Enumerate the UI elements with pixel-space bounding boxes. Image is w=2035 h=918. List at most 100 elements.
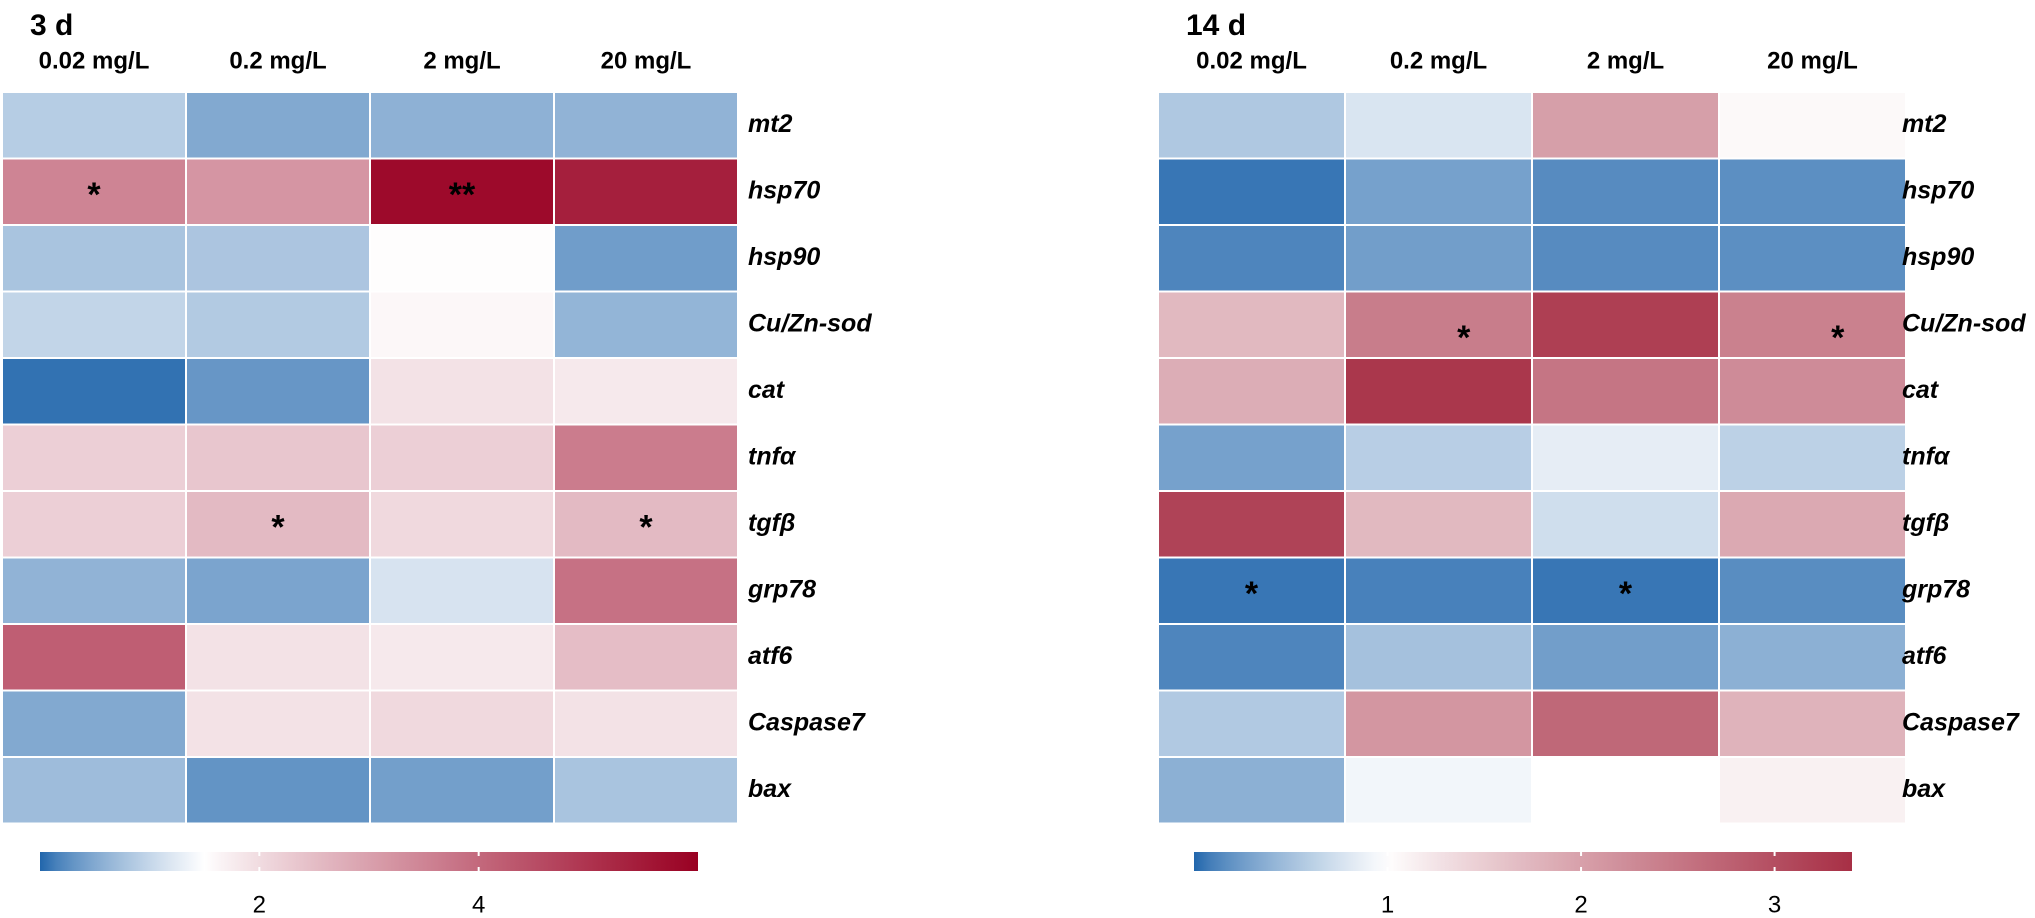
column-label: 0.2 mg/L [1390, 47, 1487, 74]
heatmap-cell-grp78-2 [1344, 556, 1533, 625]
colorbar-tick-label: 3 [1768, 891, 1781, 918]
row-label-bax: bax [748, 775, 792, 803]
heatmap-cell-cu-zn-sod-3 [369, 290, 555, 359]
heatmap-cell-hsp70-2 [1344, 157, 1533, 226]
colorbar-tick-label: 2 [253, 891, 266, 918]
heatmap-cell-atf6-4 [553, 623, 739, 692]
row-label-grp78: grp78 [1901, 575, 1970, 603]
heatmap-cell-caspase7-4 [1718, 689, 1907, 758]
row-label-atf6: atf6 [748, 642, 794, 670]
heatmap-cell-tgfβ-3 [369, 490, 555, 559]
row-label-tgfβ: tgfβ [1902, 509, 1949, 537]
heatmap-cell-hsp70-3 [369, 157, 555, 226]
row-label-grp78: grp78 [747, 575, 816, 603]
heatmap-cell-caspase7-3 [369, 689, 555, 758]
column-label: 20 mg/L [1767, 47, 1858, 74]
heatmap-cell-hsp90-1 [1, 224, 187, 293]
heatmap-cell-cat-4 [1718, 357, 1907, 426]
heatmap-cell-hsp70-4 [553, 157, 739, 226]
heatmap-cell-tgfβ-1 [1157, 490, 1346, 559]
row-label-mt2: mt2 [1902, 110, 1947, 138]
heatmap-cell-cu-zn-sod-4 [1718, 290, 1907, 359]
heatmap-cell-mt2-1 [1157, 91, 1346, 160]
heatmap-cell-atf6-2 [185, 623, 371, 692]
row-label-hsp70: hsp70 [748, 176, 820, 204]
heatmap-cell-cu-zn-sod-2 [1344, 290, 1533, 359]
heatmap-cell-hsp90-4 [553, 224, 739, 293]
heatmap-cell-mt2-2 [185, 91, 371, 160]
row-label-tnfα: tnfα [748, 442, 797, 470]
column-label: 2 mg/L [1587, 47, 1664, 74]
row-label-tnfα: tnfα [1902, 442, 1951, 470]
row-label-hsp70: hsp70 [1902, 176, 1974, 204]
row-label-cat: cat [1902, 376, 1940, 404]
significance-marker: * [1245, 575, 1259, 613]
heatmap-cell-tnfα-3 [369, 423, 555, 492]
column-label: 2 mg/L [423, 47, 500, 74]
panel-title: 3 d [30, 9, 73, 42]
heatmap-cell-bax-4 [553, 756, 739, 825]
heatmap-cell-mt2-4 [1718, 91, 1907, 160]
row-label-caspase7: Caspase7 [748, 708, 866, 736]
heatmap-cell-caspase7-2 [1344, 689, 1533, 758]
heatmap-cell-caspase7-1 [1, 689, 187, 758]
heatmap-cell-mt2-4 [553, 91, 739, 160]
heatmap-cell-cat-3 [369, 357, 555, 426]
heatmap-cell-tgfβ-2 [185, 490, 371, 559]
row-label-cu-zn-sod: Cu/Zn-sod [1902, 309, 2026, 337]
heatmap-cell-atf6-4 [1718, 623, 1907, 692]
heatmap-cell-hsp90-4 [1718, 224, 1907, 293]
row-label-atf6: atf6 [1902, 642, 1948, 670]
heatmap-cell-tnfα-1 [1157, 423, 1346, 492]
heatmap-cell-grp78-4 [553, 556, 739, 625]
heatmap-cell-grp78-3 [1531, 556, 1720, 625]
heatmap-cell-tnfα-1 [1, 423, 187, 492]
heatmap-cell-atf6-3 [369, 623, 555, 692]
heatmap-cell-caspase7-4 [553, 689, 739, 758]
heatmap-cell-hsp90-3 [1531, 224, 1720, 293]
panel-title: 14 d [1186, 9, 1246, 42]
heatmap-cell-bax-2 [185, 756, 371, 825]
heatmap-cell-hsp70-2 [185, 157, 371, 226]
heatmap-cell-hsp90-3 [369, 224, 555, 293]
heatmap-cell-cu-zn-sod-4 [553, 290, 739, 359]
heatmap-cell-cu-zn-sod-2 [185, 290, 371, 359]
heatmap-cell-atf6-1 [1, 623, 187, 692]
row-label-cu-zn-sod: Cu/Zn-sod [748, 309, 872, 337]
heatmap-cell-hsp90-1 [1157, 224, 1346, 293]
heatmap-cell-tnfα-3 [1531, 423, 1720, 492]
heatmap-cell-tgfβ-1 [1, 490, 187, 559]
heatmap-cell-mt2-1 [1, 91, 187, 160]
significance-marker: * [1619, 575, 1633, 613]
heatmap-cell-bax-3 [1531, 756, 1720, 825]
heatmap-cell-caspase7-2 [185, 689, 371, 758]
heatmap-cell-caspase7-3 [1531, 689, 1720, 758]
heatmap-cell-cu-zn-sod-1 [1157, 290, 1346, 359]
heatmap-cell-tgfβ-4 [1718, 490, 1907, 559]
significance-marker: * [271, 508, 285, 546]
heatmap-cell-cat-1 [1, 357, 187, 426]
heatmap-cell-cat-1 [1157, 357, 1346, 426]
heatmap-panel-2: 14 d 0.02 mg/L 0.2 mg/L 2 mg/L 20 mg/L * * * * mt… [1157, 9, 2026, 918]
significance-marker: * [87, 176, 101, 214]
heatmap-cell-grp78-2 [185, 556, 371, 625]
heatmap-cell-tnfα-4 [1718, 423, 1907, 492]
heatmap-cell-hsp70-4 [1718, 157, 1907, 226]
significance-marker: * [1831, 319, 1845, 357]
heatmap-cell-tnfα-2 [1344, 423, 1533, 492]
heatmap-cell-atf6-1 [1157, 623, 1346, 692]
row-label-hsp90: hsp90 [1902, 243, 1974, 271]
heatmap-cell-atf6-2 [1344, 623, 1533, 692]
colorbar [40, 852, 698, 871]
heatmap-cell-bax-4 [1718, 756, 1907, 825]
heatmap-cell-grp78-3 [369, 556, 555, 625]
column-label: 0.02 mg/L [1196, 47, 1307, 74]
heatmap-cell-bax-3 [369, 756, 555, 825]
heatmap-cell-tnfα-4 [553, 423, 739, 492]
heatmap-cell-tgfβ-2 [1344, 490, 1533, 559]
heatmap-cell-tgfβ-4 [553, 490, 739, 559]
heatmap-cell-cat-2 [185, 357, 371, 426]
heatmap-cell-hsp70-1 [1157, 157, 1346, 226]
row-label-bax: bax [1902, 775, 1946, 803]
